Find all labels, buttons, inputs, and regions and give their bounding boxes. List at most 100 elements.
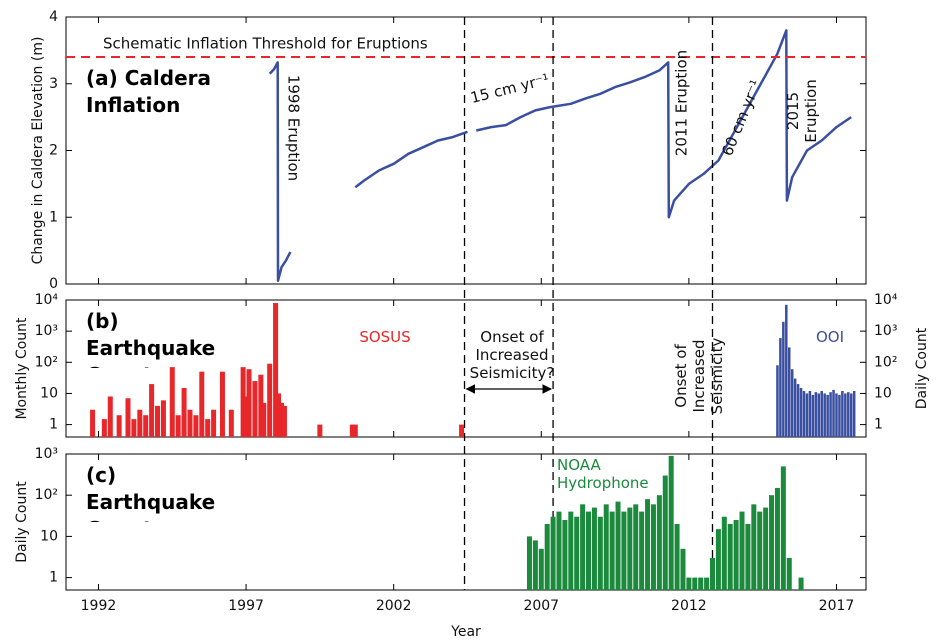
y-tick-label: 10⁴ xyxy=(35,292,59,308)
series-label: SOSUS xyxy=(359,328,411,346)
count-bar xyxy=(193,415,199,437)
count-bar xyxy=(187,409,193,437)
x-tick-label: 2012 xyxy=(671,598,707,614)
count-bar xyxy=(668,455,674,590)
count-bar xyxy=(615,501,621,590)
count-bar xyxy=(568,511,574,590)
count-bar xyxy=(787,347,791,437)
count-bar xyxy=(639,511,645,590)
count-bar xyxy=(727,523,733,590)
y-tick-label: 10³ xyxy=(35,446,58,462)
count-bar xyxy=(826,394,829,437)
count-bar xyxy=(169,367,175,437)
series-label-box: OOI xyxy=(815,328,845,346)
count-bar xyxy=(811,394,815,437)
count-bar xyxy=(823,393,826,437)
panel-title: (c) Earthquake Counts xyxy=(86,463,216,522)
count-bar xyxy=(580,504,586,590)
panel-title: (b) Earthquake Counts xyxy=(86,309,216,368)
count-bar xyxy=(757,511,763,590)
y-axis-label: Daily Count xyxy=(14,481,30,563)
count-bar xyxy=(550,516,556,590)
y-tick-label: 10³ xyxy=(35,323,58,339)
annotation: 60 cm yr⁻¹ xyxy=(718,77,765,158)
count-bar xyxy=(273,303,279,437)
count-bar xyxy=(211,409,217,437)
series-label: NOAA Hydrophone xyxy=(557,456,649,492)
count-bar xyxy=(609,511,615,590)
count-bar xyxy=(849,393,853,437)
count-bar xyxy=(591,507,597,590)
series-label-box: SOSUS xyxy=(359,328,411,346)
count-bar xyxy=(835,393,838,437)
count-bar xyxy=(352,424,358,437)
count-bar xyxy=(844,393,847,437)
count-bar xyxy=(805,393,809,437)
count-bar xyxy=(763,507,769,590)
count-bar xyxy=(276,393,282,437)
y-tick-label: 10 xyxy=(40,385,58,401)
count-bar xyxy=(278,402,284,437)
y2-tick-label: 10 xyxy=(874,385,892,401)
plot-frame xyxy=(65,299,867,438)
count-bar xyxy=(633,504,639,590)
count-bar xyxy=(820,390,823,437)
x-tick-label: 1992 xyxy=(81,598,117,614)
count-bar xyxy=(137,409,143,437)
series-label: OOI xyxy=(815,328,845,346)
annotation: 2011 Eruption xyxy=(673,50,691,156)
count-bar xyxy=(281,405,287,437)
annotation: Onset of Increased Seismicity? xyxy=(469,328,555,382)
count-bar xyxy=(199,371,205,437)
x-axis-label: Year xyxy=(450,624,481,640)
count-bar xyxy=(852,390,856,437)
panel-title-box: (a) Caldera Inflation xyxy=(86,66,212,117)
y-tick-label: 3 xyxy=(49,76,58,92)
count-bar xyxy=(774,487,780,590)
count-bar xyxy=(715,529,721,590)
count-bar xyxy=(252,381,258,437)
count-bar xyxy=(603,504,609,590)
count-bar xyxy=(779,338,782,437)
count-bar xyxy=(621,511,627,590)
count-bar xyxy=(181,387,187,437)
count-bar xyxy=(261,402,267,437)
series-label-box: NOAA Hydrophone xyxy=(557,456,649,492)
y-tick-label: 4 xyxy=(49,9,58,25)
count-bar xyxy=(829,392,832,437)
count-bar xyxy=(125,398,131,437)
count-bar xyxy=(769,495,775,590)
y-axis-label: Monthly Count xyxy=(14,317,30,420)
y2-tick-label: 1 xyxy=(874,417,883,433)
count-bar xyxy=(246,369,252,437)
count-bar xyxy=(526,536,532,590)
annotation: Onset of Increased Seismicity xyxy=(672,337,726,415)
y-tick-label: 10² xyxy=(35,354,58,370)
count-bar xyxy=(107,396,113,437)
count-bar xyxy=(532,540,538,590)
count-bar xyxy=(131,419,137,437)
count-bar xyxy=(721,516,727,590)
count-bar xyxy=(751,504,757,590)
count-bar xyxy=(258,374,264,437)
y2-tick-label: 10⁴ xyxy=(874,292,898,308)
count-bar xyxy=(90,409,96,437)
annotation: 15 cm yr⁻¹ xyxy=(469,70,551,107)
count-bar xyxy=(674,523,680,590)
x-tick-label: 1997 xyxy=(228,598,264,614)
count-bar xyxy=(808,390,812,437)
y-tick-label: 1 xyxy=(49,209,58,225)
annotation: 2015 Eruption xyxy=(784,79,820,143)
count-bar xyxy=(155,405,161,437)
count-bar xyxy=(656,495,662,590)
y-tick-label: 10² xyxy=(35,487,58,503)
count-bar xyxy=(796,384,800,437)
panel-title: (a) Caldera Inflation xyxy=(86,66,212,117)
count-bar xyxy=(817,393,821,437)
annotation-box: Onset of Increased Seismicity xyxy=(672,337,726,415)
count-bar xyxy=(228,409,234,437)
count-bar xyxy=(116,415,122,437)
x-tick-label: 2007 xyxy=(523,598,559,614)
count-bar xyxy=(175,415,181,437)
count-bar xyxy=(662,475,668,590)
